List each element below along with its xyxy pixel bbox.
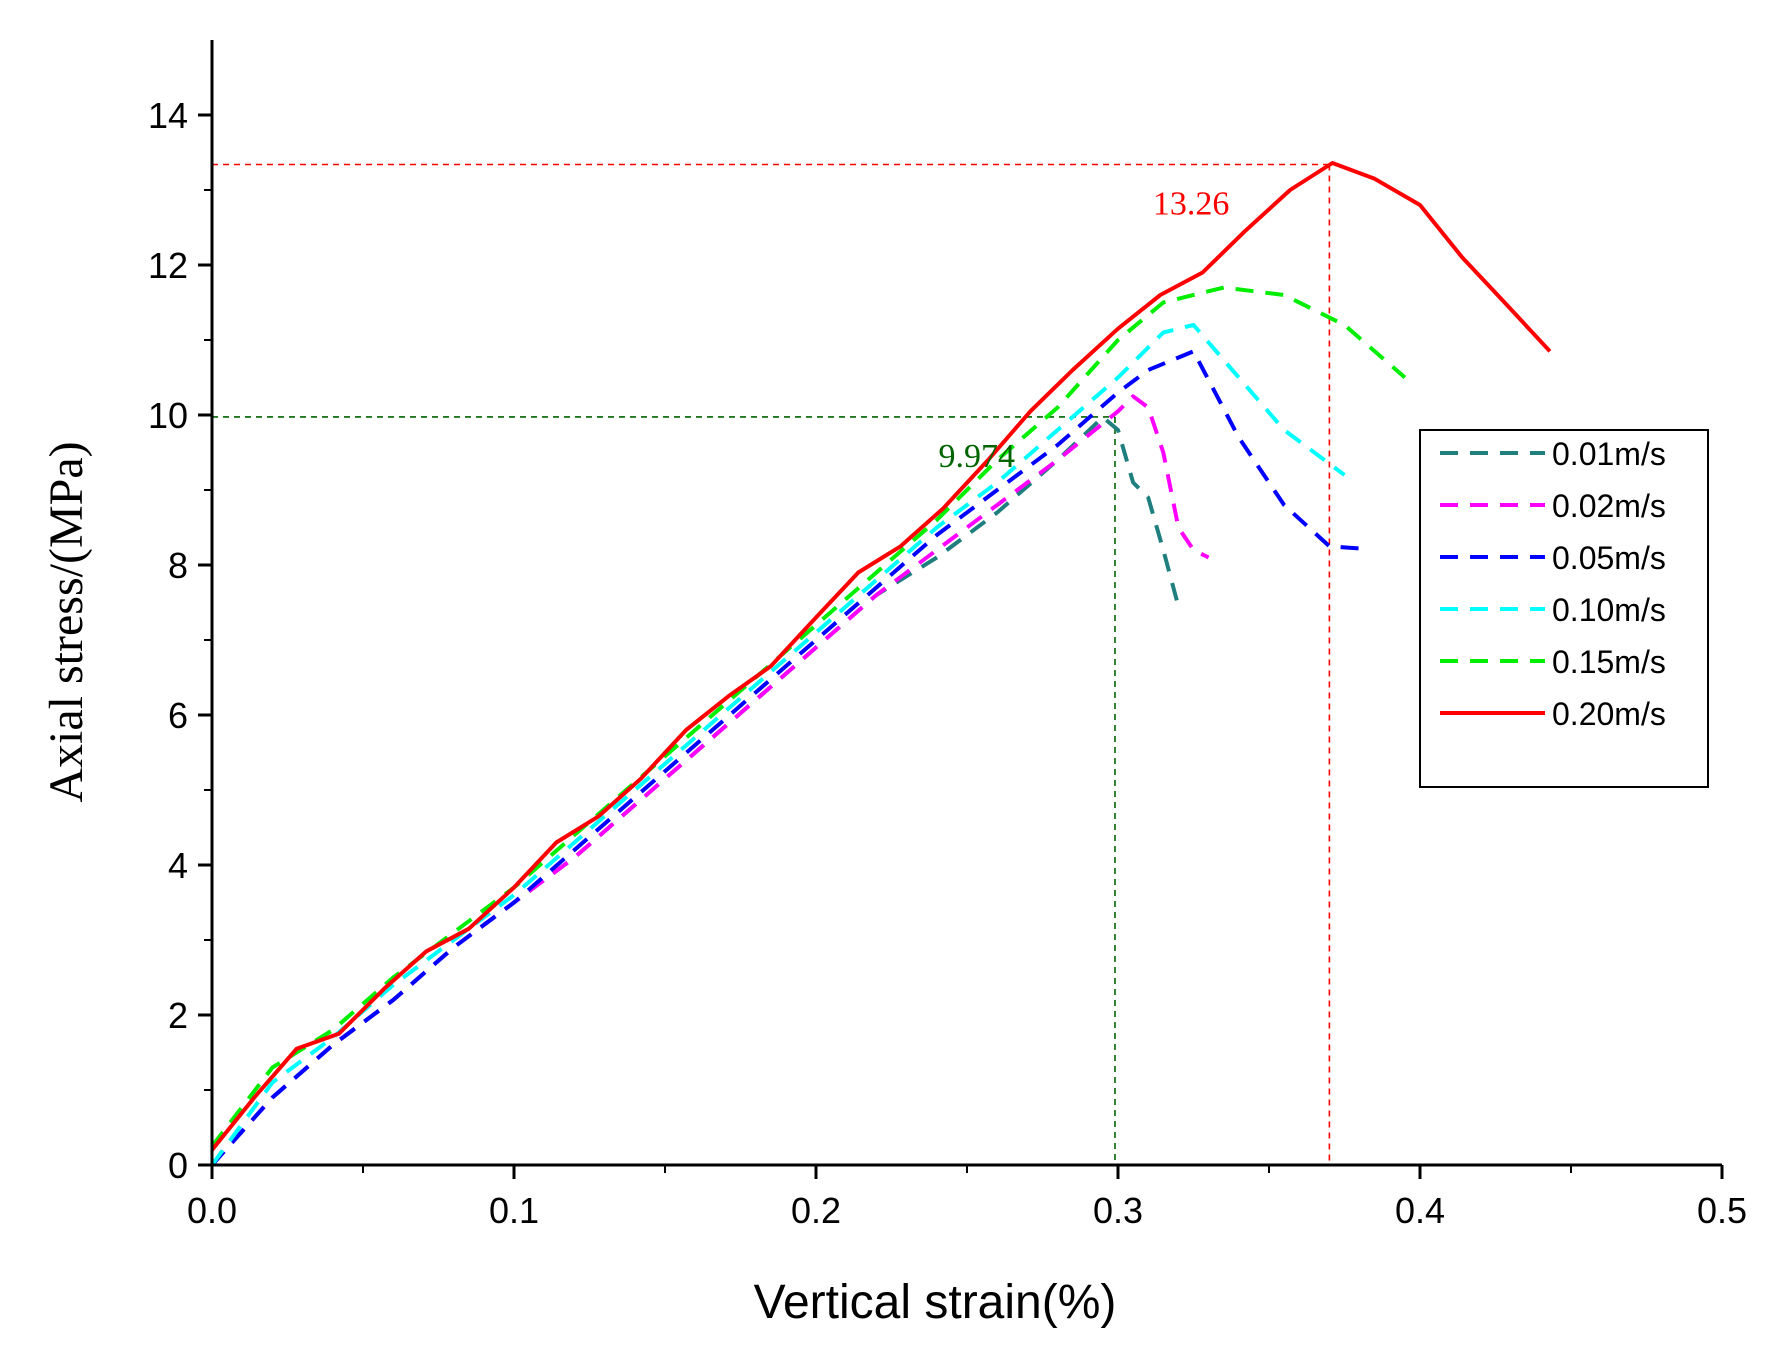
y-tick-label: 0 bbox=[168, 1145, 188, 1186]
series-layer bbox=[210, 161, 1552, 1167]
y-tick-label: 6 bbox=[168, 695, 188, 736]
series-line-0.10m/s bbox=[210, 323, 1346, 1167]
y-axis-title: Axial stress/(MPa) bbox=[40, 441, 93, 802]
legend-label: 0.01m/s bbox=[1552, 436, 1666, 472]
series-line-0.05m/s bbox=[210, 349, 1360, 1167]
y-tick-label: 12 bbox=[148, 245, 188, 286]
legend: 0.01m/s 0.02m/s 0.05m/s 0.10m/s 0.15m/s 0.20m… bbox=[1419, 429, 1709, 788]
y-tick-label: 10 bbox=[148, 395, 188, 436]
x-tick-label: 0.0 bbox=[187, 1190, 237, 1231]
x-tick-label: 0.1 bbox=[489, 1190, 539, 1231]
legend-label: 0.10m/s bbox=[1552, 592, 1666, 628]
y-tick-label: 4 bbox=[168, 845, 188, 886]
x-tick-label: 0.3 bbox=[1093, 1190, 1143, 1231]
annotation-label: 9.974 bbox=[938, 438, 1015, 475]
annotations: 9.974 13.26 bbox=[938, 186, 1229, 475]
y-tick-label: 2 bbox=[168, 995, 188, 1036]
annotation-label: 13.26 bbox=[1153, 186, 1230, 223]
series-line-0.20m/s bbox=[210, 161, 1552, 1152]
legend-label: 0.15m/s bbox=[1552, 644, 1666, 680]
legend-label: 0.02m/s bbox=[1552, 488, 1666, 524]
x-tick-label: 0.4 bbox=[1395, 1190, 1445, 1231]
series-line-0.02m/s bbox=[210, 394, 1210, 1167]
x-tick-label: 0.5 bbox=[1697, 1190, 1747, 1231]
legend-label: 0.05m/s bbox=[1552, 540, 1666, 576]
legend-box bbox=[1419, 429, 1709, 788]
reference-lines bbox=[212, 163, 1331, 1165]
y-tick-label: 8 bbox=[168, 545, 188, 586]
ticks: 0.0 0.1 0.2 0.3 0.4 0.5 0 2 4 6 8 10 12 14 bbox=[148, 95, 1747, 1231]
x-tick-label: 0.2 bbox=[791, 1190, 841, 1231]
series-line-0.01m/s bbox=[210, 415, 1181, 1167]
x-axis-title: Vertical strain(%) bbox=[754, 1276, 1117, 1329]
legend-label: 0.20m/s bbox=[1552, 696, 1666, 732]
y-tick-label: 14 bbox=[148, 95, 188, 136]
